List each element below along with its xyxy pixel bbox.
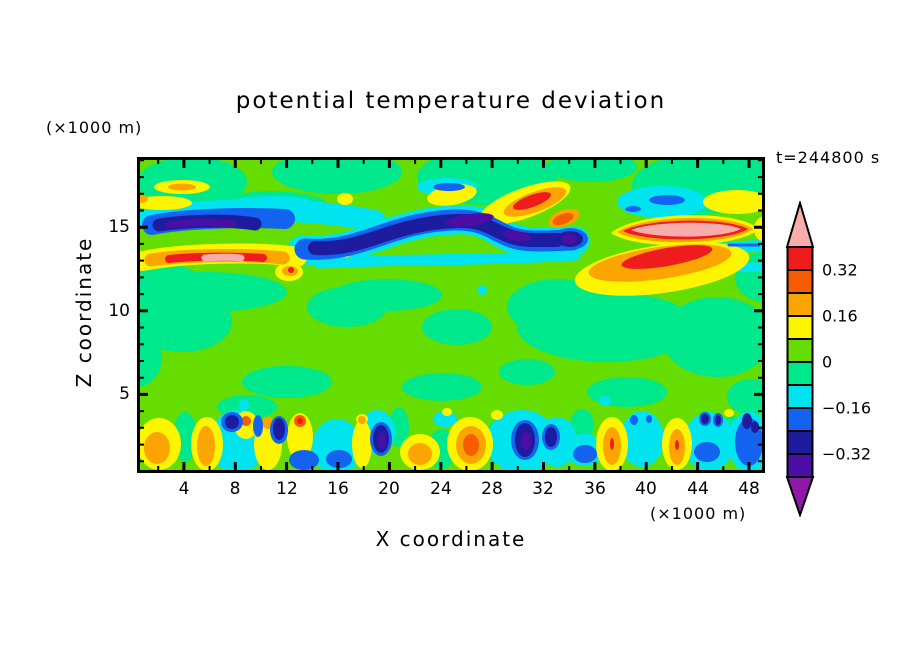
x-tick-label: 48: [738, 479, 760, 499]
y-tick-label: 10: [108, 301, 130, 321]
colorbar-label: −0.32: [822, 444, 872, 464]
plot-frame: [137, 157, 765, 473]
x-tick-label: 44: [687, 479, 709, 499]
time-annotation: t=244800 s: [776, 148, 881, 167]
colorbar-bottom-arrow: [785, 476, 815, 519]
warm-lens-pink-core: [631, 222, 741, 237]
x-tick-label: 4: [178, 479, 190, 499]
x-axis-label: X coordinate: [375, 527, 527, 551]
x-tick-label: 24: [430, 479, 452, 499]
axis-ticks: [137, 157, 765, 473]
colorbar-segments: [786, 246, 814, 478]
orangered-layer: [241, 212, 574, 456]
colorbar-label: 0.32: [822, 260, 858, 280]
colorbar-label: 0: [822, 352, 833, 372]
x-tick-label: 20: [378, 479, 400, 499]
y-tick-label: 5: [119, 384, 130, 404]
chart-title: potential temperature deviation: [235, 88, 667, 114]
colorbar-top-arrow: [785, 199, 815, 248]
warm-streak-pink-core: [201, 253, 245, 262]
x-tick-label: 40: [635, 479, 657, 499]
x-tick-label: 8: [229, 479, 241, 499]
x-axis-unit: (×1000 m): [650, 504, 747, 523]
indigo-cores: [165, 213, 577, 450]
x-tick-label: 12: [276, 479, 298, 499]
x-tick-label: 36: [584, 479, 606, 499]
x-tick-label: 16: [327, 479, 349, 499]
colorbar: [784, 199, 816, 521]
plot-area: [112, 149, 795, 475]
x-tick-label: 32: [532, 479, 554, 499]
colorbar-label: −0.16: [822, 398, 872, 418]
x-tick-label: 28: [481, 479, 503, 499]
colorbar-svg: [785, 199, 815, 519]
y-tick-label: 15: [108, 217, 130, 237]
y-axis-label: Z coordinate: [72, 236, 96, 388]
y-axis-unit: (×1000 m): [46, 118, 143, 137]
red-layer: [288, 192, 713, 450]
colorbar-label: 0.16: [822, 306, 858, 326]
contour-plot: [112, 149, 795, 475]
